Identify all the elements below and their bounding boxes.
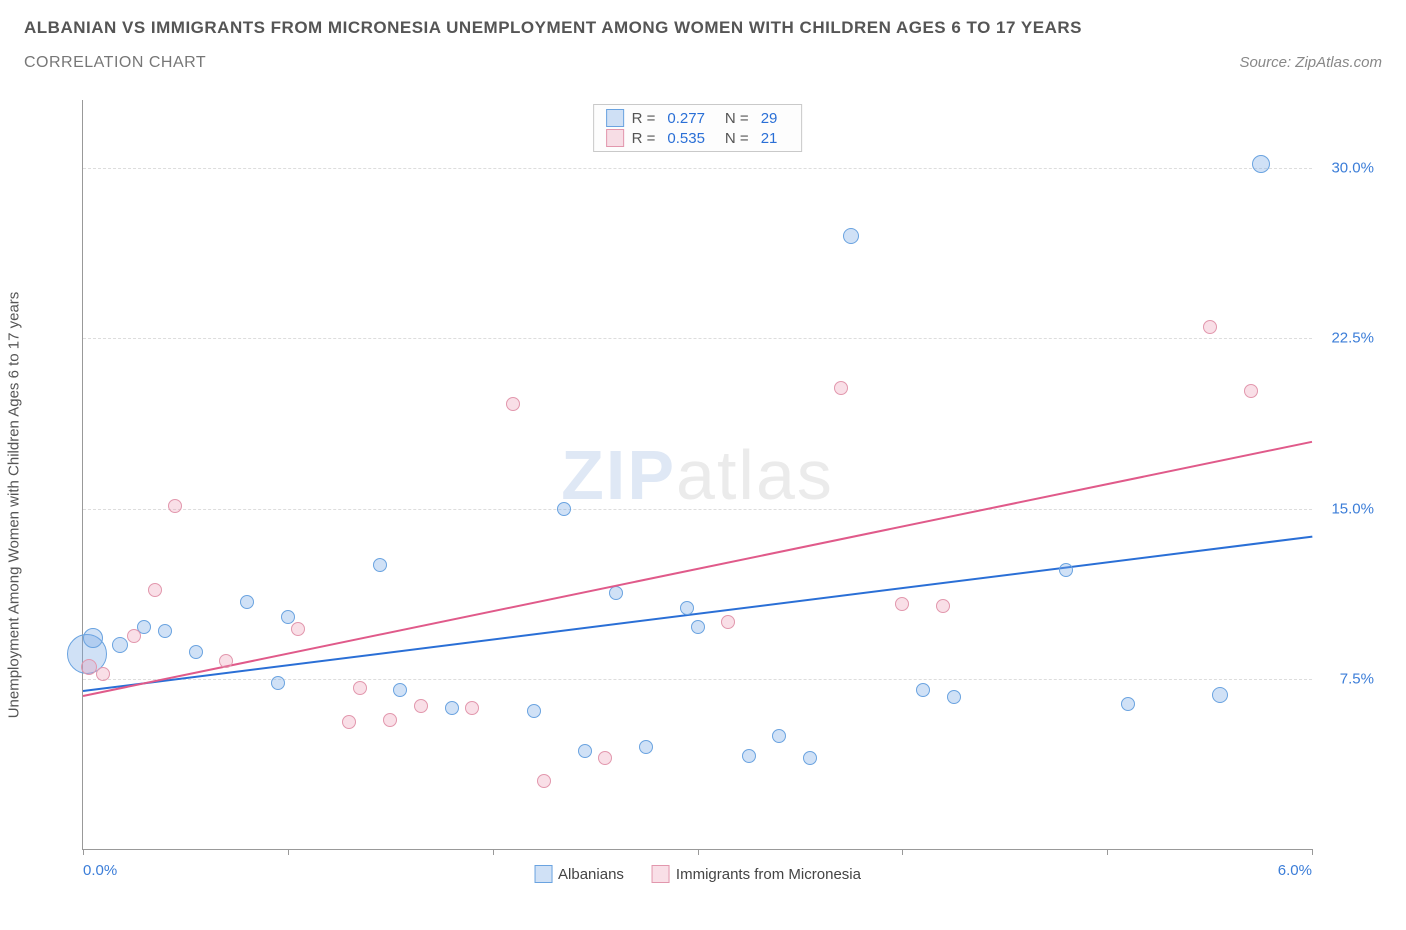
data-point-albanians [189, 645, 203, 659]
data-point-micronesia [1203, 320, 1217, 334]
data-point-albanians [527, 704, 541, 718]
data-point-albanians [112, 637, 128, 653]
data-point-albanians [803, 751, 817, 765]
legend-stat-row-micronesia: R = 0.535 N = 21 [606, 129, 790, 147]
legend-stats: R = 0.277 N = 29 R = 0.535 N = 21 [593, 104, 803, 152]
legend-n-value: 29 [761, 110, 778, 127]
data-point-albanians [843, 228, 859, 244]
data-point-albanians [1252, 155, 1270, 173]
legend-swatch [652, 865, 670, 883]
x-tick-label: 0.0% [83, 862, 117, 879]
x-tick [1107, 849, 1108, 855]
legend-series-micronesia: Immigrants from Micronesia [652, 865, 861, 883]
y-tick-label: 22.5% [1331, 330, 1374, 347]
legend-stat-row-albanians: R = 0.277 N = 29 [606, 109, 790, 127]
data-point-micronesia [414, 699, 428, 713]
chart-title: ALBANIAN VS IMMIGRANTS FROM MICRONESIA U… [24, 18, 1382, 38]
data-point-albanians [680, 601, 694, 615]
data-point-micronesia [936, 599, 950, 613]
data-point-albanians [83, 628, 103, 648]
plot-region: ZIPatlas R =0.277N =29R =0.535N =21 Alba… [82, 100, 1312, 850]
y-tick-label: 15.0% [1331, 500, 1374, 517]
x-tick [288, 849, 289, 855]
legend-swatch [534, 865, 552, 883]
watermark: ZIPatlas [561, 435, 834, 515]
chart-area: Unemployment Among Women with Children A… [24, 100, 1382, 910]
gridline [83, 679, 1312, 680]
data-point-micronesia [506, 397, 520, 411]
data-point-micronesia [168, 499, 182, 513]
data-point-micronesia [537, 774, 551, 788]
data-point-albanians [742, 749, 756, 763]
x-tick [83, 849, 84, 855]
data-point-albanians [578, 744, 592, 758]
data-point-albanians [639, 740, 653, 754]
data-point-micronesia [219, 654, 233, 668]
gridline [83, 509, 1312, 510]
data-point-micronesia [383, 713, 397, 727]
legend-n-label: N = [725, 110, 749, 127]
data-point-micronesia [342, 715, 356, 729]
legend-r-value: 0.535 [667, 130, 705, 147]
data-point-albanians [691, 620, 705, 634]
watermark-part2: atlas [676, 436, 834, 514]
data-point-albanians [1059, 563, 1073, 577]
data-point-micronesia [81, 659, 97, 675]
x-tick [493, 849, 494, 855]
source-label: Source: ZipAtlas.com [1239, 54, 1382, 71]
data-point-micronesia [834, 381, 848, 395]
data-point-albanians [271, 676, 285, 690]
data-point-albanians [1121, 697, 1135, 711]
data-point-albanians [445, 701, 459, 715]
data-point-albanians [393, 683, 407, 697]
data-point-albanians [373, 558, 387, 572]
data-point-albanians [772, 729, 786, 743]
x-tick [698, 849, 699, 855]
gridline [83, 168, 1312, 169]
data-point-micronesia [148, 583, 162, 597]
data-point-micronesia [127, 629, 141, 643]
legend-r-label: R = [632, 110, 656, 127]
legend-series: Albanians Immigrants from Micronesia [534, 865, 861, 883]
x-tick [1312, 849, 1313, 855]
legend-swatch [606, 109, 624, 127]
data-point-albanians [947, 690, 961, 704]
data-point-albanians [557, 502, 571, 516]
data-point-micronesia [895, 597, 909, 611]
data-point-micronesia [291, 622, 305, 636]
gridline [83, 338, 1312, 339]
data-point-albanians [1212, 687, 1228, 703]
data-point-micronesia [721, 615, 735, 629]
data-point-micronesia [598, 751, 612, 765]
data-point-albanians [916, 683, 930, 697]
legend-series-albanians: Albanians [534, 865, 624, 883]
data-point-micronesia [465, 701, 479, 715]
legend-r-value: 0.277 [667, 110, 705, 127]
y-tick-label: 30.0% [1331, 160, 1374, 177]
data-point-micronesia [353, 681, 367, 695]
data-point-albanians [240, 595, 254, 609]
data-point-micronesia [1244, 384, 1258, 398]
y-tick-label: 7.5% [1340, 670, 1374, 687]
watermark-part1: ZIP [561, 436, 676, 514]
y-axis-label: Unemployment Among Women with Children A… [6, 292, 23, 719]
legend-series-label: Albanians [558, 866, 624, 883]
chart-subtitle: CORRELATION CHART [24, 54, 206, 72]
legend-r-label: R = [632, 130, 656, 147]
legend-n-value: 21 [761, 130, 778, 147]
trend-line-albanians [83, 536, 1312, 692]
trend-line-micronesia [83, 440, 1312, 696]
data-point-albanians [158, 624, 172, 638]
legend-n-label: N = [725, 130, 749, 147]
legend-series-label: Immigrants from Micronesia [676, 866, 861, 883]
x-tick-label: 6.0% [1278, 862, 1312, 879]
legend-swatch [606, 129, 624, 147]
data-point-micronesia [96, 667, 110, 681]
x-tick [902, 849, 903, 855]
